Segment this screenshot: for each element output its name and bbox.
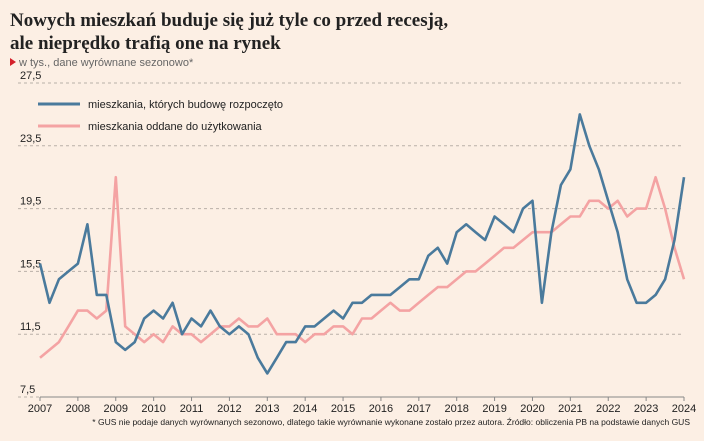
x-tick-label: 2007 [28,403,52,415]
x-tick-label: 2014 [293,403,317,415]
chart-title: ale nieprędko trafią one na rynek [10,33,281,54]
x-tick-label: 2023 [634,403,658,415]
series-line [38,113,686,375]
x-tick-label: 2018 [444,403,468,415]
x-tick-label: 2008 [66,403,90,415]
x-tick-label: 2022 [596,403,620,415]
y-tick-label: 7,5 [20,384,35,396]
x-tick-label: 2024 [672,403,696,415]
series-line [39,175,686,359]
x-tick-label: 2011 [180,403,204,415]
subtitle: w tys., dane wyrównane sezonowo* [18,57,194,69]
x-tick-label: 2017 [407,403,431,415]
x-tick-label: 2012 [217,403,241,415]
y-tick-label: 11,5 [20,321,41,333]
x-tick-label: 2013 [255,403,279,415]
y-tick-label: 15,5 [20,258,41,270]
legend-label: mieszkania, których budowę rozpoczęto [88,99,283,111]
y-tick-label: 27,5 [20,70,41,82]
chart-title: Nowych mieszkań buduje się już tyle co p… [10,10,448,31]
y-tick-label: 23,5 [20,133,41,145]
x-tick-label: 2020 [520,403,544,415]
x-tick-label: 2021 [558,403,582,415]
legend-label: mieszkania oddane do użytkowania [88,121,263,133]
x-tick-label: 2009 [104,403,128,415]
subtitle-marker [10,58,16,66]
x-tick-label: 2016 [369,403,393,415]
y-tick-label: 19,5 [20,196,41,208]
footnote: * GUS nie podaje danych wyrównanych sezo… [92,417,690,427]
x-tick-label: 2010 [141,403,165,415]
x-tick-label: 2019 [482,403,506,415]
x-tick-label: 2015 [331,403,355,415]
